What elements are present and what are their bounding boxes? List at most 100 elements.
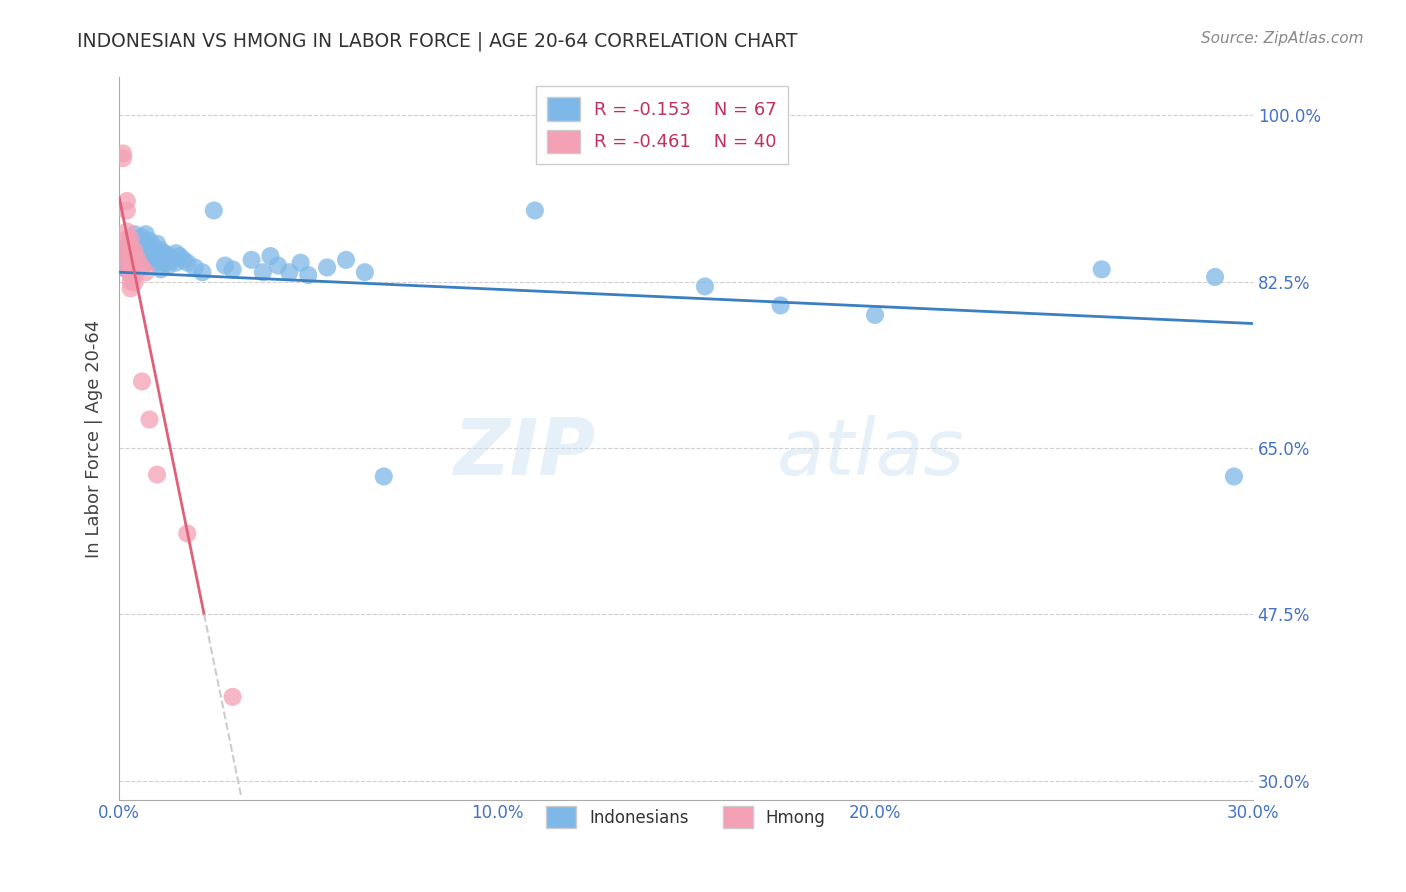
Point <box>316 260 339 275</box>
Point <box>202 203 225 218</box>
Point <box>120 239 142 253</box>
Point <box>259 249 281 263</box>
Point <box>149 244 172 258</box>
Text: Source: ZipAtlas.com: Source: ZipAtlas.com <box>1201 31 1364 46</box>
Point <box>124 236 146 251</box>
Point <box>131 375 153 389</box>
Point <box>112 246 135 260</box>
Point <box>112 260 135 275</box>
Point <box>131 230 153 244</box>
Point <box>115 239 138 253</box>
Point <box>173 252 195 267</box>
Point <box>160 252 183 267</box>
Point <box>131 260 153 275</box>
Point <box>112 151 135 165</box>
Point <box>120 268 142 282</box>
Point <box>240 252 263 267</box>
Point <box>112 252 135 267</box>
Point <box>120 260 142 275</box>
Point <box>124 251 146 265</box>
Text: atlas: atlas <box>776 415 965 491</box>
Point <box>278 265 301 279</box>
Point <box>120 275 142 289</box>
Point <box>138 252 160 267</box>
Point <box>127 262 149 277</box>
Point <box>115 260 138 275</box>
Point <box>135 246 157 260</box>
Point <box>221 262 243 277</box>
Point <box>1223 469 1246 483</box>
Point <box>124 227 146 242</box>
Point <box>165 246 187 260</box>
Point <box>335 252 357 267</box>
Point <box>153 256 176 270</box>
Point <box>115 239 138 253</box>
Point <box>165 256 187 270</box>
Text: ZIP: ZIP <box>453 415 595 491</box>
Point <box>142 249 165 263</box>
Point <box>354 265 377 279</box>
Point <box>149 262 172 277</box>
Point <box>124 246 146 260</box>
Point <box>157 249 180 263</box>
Point <box>112 146 135 161</box>
Point <box>135 265 157 279</box>
Point <box>115 224 138 238</box>
Point <box>115 194 138 208</box>
Point <box>120 232 142 246</box>
Legend: Indonesians, Hmong: Indonesians, Hmong <box>540 800 832 835</box>
Point <box>115 232 138 246</box>
Point <box>863 308 886 322</box>
Point <box>115 256 138 270</box>
Point <box>115 252 138 267</box>
Point <box>191 265 214 279</box>
Point <box>135 256 157 270</box>
Point <box>124 256 146 270</box>
Point <box>127 242 149 256</box>
Point <box>120 252 142 267</box>
Point <box>214 259 236 273</box>
Point <box>221 690 243 704</box>
Point <box>120 281 142 295</box>
Point <box>120 244 142 258</box>
Point <box>693 279 716 293</box>
Point <box>184 260 207 275</box>
Point <box>120 246 142 260</box>
Point <box>127 252 149 267</box>
Point <box>769 298 792 312</box>
Point <box>115 246 138 260</box>
Point <box>1091 262 1114 277</box>
Point <box>267 259 290 273</box>
Point <box>146 246 169 260</box>
Point <box>115 248 138 262</box>
Point <box>120 232 142 246</box>
Y-axis label: In Labor Force | Age 20-64: In Labor Force | Age 20-64 <box>86 319 103 558</box>
Point <box>157 259 180 273</box>
Point <box>131 239 153 253</box>
Point <box>1204 269 1226 284</box>
Point <box>523 203 546 218</box>
Point <box>127 232 149 246</box>
Point <box>138 244 160 258</box>
Point <box>127 251 149 265</box>
Point <box>169 249 191 263</box>
Point <box>153 246 176 260</box>
Point <box>290 256 312 270</box>
Point <box>176 256 198 270</box>
Point <box>124 268 146 282</box>
Point <box>146 256 169 270</box>
Point <box>115 262 138 277</box>
Point <box>135 227 157 242</box>
Point <box>138 412 160 426</box>
Point <box>124 244 146 258</box>
Point <box>135 236 157 251</box>
Point <box>146 236 169 251</box>
Point <box>131 249 153 263</box>
Point <box>124 276 146 290</box>
Point <box>138 234 160 248</box>
Point <box>373 469 395 483</box>
Point <box>120 251 142 265</box>
Point <box>146 467 169 482</box>
Point <box>142 239 165 253</box>
Point <box>176 526 198 541</box>
